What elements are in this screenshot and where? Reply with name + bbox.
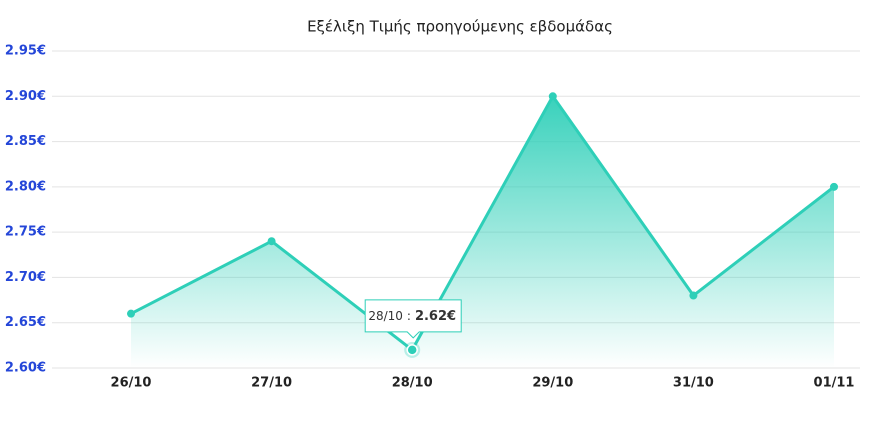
- point: [689, 291, 698, 300]
- y-tick-label: 2.90€: [5, 89, 46, 104]
- x-tick-label: 29/10: [532, 376, 573, 391]
- y-tick-label: 2.60€: [5, 361, 46, 376]
- point: [830, 182, 838, 191]
- line: [130, 94, 835, 352]
- y-tick-label: 2.80€: [5, 179, 46, 194]
- y-tick-label: 2.65€: [5, 315, 46, 330]
- hover-point: [406, 344, 418, 356]
- x-tick-label: 31/10: [673, 376, 714, 391]
- x-tick-label: 26/10: [111, 376, 152, 391]
- y-tick-label: 2.85€: [5, 134, 46, 149]
- area-fill: [131, 96, 834, 369]
- y-tick-label: 2.70€: [5, 270, 46, 285]
- point: [127, 309, 135, 318]
- x-tick-label: 28/10: [392, 376, 433, 391]
- tooltip-value: 2.62€: [415, 308, 456, 323]
- y-tick-label: 2.75€: [5, 225, 46, 240]
- point: [548, 92, 557, 101]
- x-tick-label: 01/11: [814, 376, 855, 391]
- tooltip: 28/10:2.62€: [364, 299, 462, 339]
- tooltip-separator: :: [407, 308, 411, 322]
- point: [267, 237, 276, 246]
- y-tick-label: 2.95€: [5, 44, 46, 59]
- chart-title: Εξέλιξη Τιμής προηγούμενης εβδομάδας: [307, 18, 613, 36]
- tooltip-category: 28/10: [368, 308, 403, 322]
- tooltip-box: [364, 299, 462, 339]
- x-tick-label: 27/10: [251, 376, 292, 391]
- tooltip-text: 28/10:2.62€: [368, 308, 456, 323]
